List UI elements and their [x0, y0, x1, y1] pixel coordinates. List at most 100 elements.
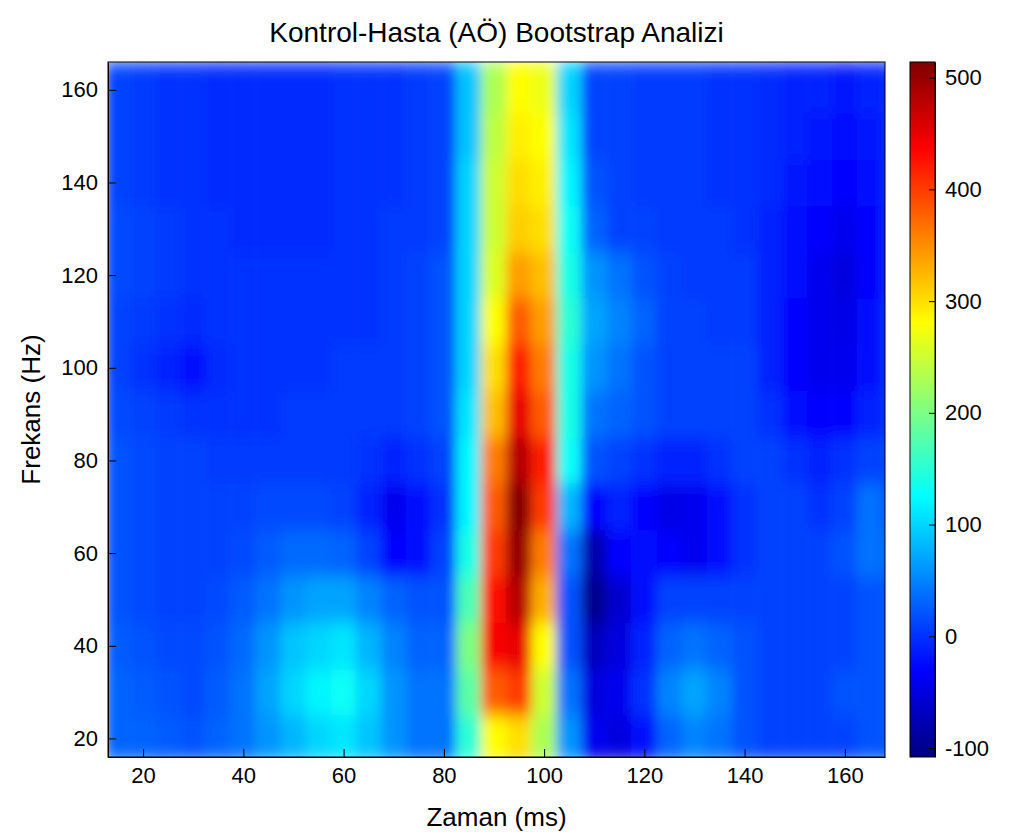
heatmap-cell [757, 345, 782, 391]
heatmap-cell [131, 484, 156, 530]
heatmap-cell [206, 530, 231, 576]
y-axis: 20406080100120140160 [61, 63, 116, 758]
heatmap-cell [181, 623, 206, 669]
heatmap-cell [657, 252, 682, 298]
heatmap-cell [108, 252, 131, 298]
heatmap-cell [857, 437, 882, 483]
heatmap-cell [431, 113, 456, 159]
heatmap-cell [206, 113, 231, 159]
heatmap-cell [331, 206, 356, 252]
heatmap-cell [306, 298, 331, 344]
heatmap-cell [807, 62, 832, 113]
heatmap-cell [707, 345, 732, 391]
tick-label: 80 [432, 763, 456, 788]
tick: 0 [929, 624, 957, 649]
heatmap-cell [557, 113, 582, 159]
heatmap-cell [707, 206, 732, 252]
heatmap-cell [306, 576, 331, 622]
heatmap-cell [481, 391, 506, 437]
heatmap-cell [707, 252, 732, 298]
tick-mark [929, 301, 935, 302]
heatmap-cell [757, 298, 782, 344]
heatmap-cell [782, 576, 807, 622]
tick-label: 100 [945, 512, 982, 537]
tick-label: 500 [945, 65, 982, 90]
heatmap-cell [732, 391, 757, 437]
tick-label: 140 [61, 170, 98, 195]
heatmap-cell [431, 437, 456, 483]
heatmap-cell [131, 298, 156, 344]
heatmap-cell [256, 206, 281, 252]
heatmap-cell [507, 345, 532, 391]
heatmap-cell [632, 391, 657, 437]
heatmap-cell [757, 391, 782, 437]
heatmap-cell [532, 484, 557, 530]
heatmap-cell [707, 530, 732, 576]
heatmap-cell [507, 62, 532, 113]
heatmap-cell [782, 62, 807, 113]
heatmap-cell [732, 623, 757, 669]
tick: 120 [61, 263, 116, 288]
heatmap-cell [406, 113, 431, 159]
heatmap-cell [507, 159, 532, 205]
heatmap-cell [857, 623, 882, 669]
heatmap-cell [782, 669, 807, 715]
heatmap-cell [732, 437, 757, 483]
heatmap-cell [281, 345, 306, 391]
tick-label: -100 [945, 736, 989, 761]
heatmap-cell [732, 484, 757, 530]
heatmap-cell [156, 345, 181, 391]
heatmap-cell [381, 252, 406, 298]
heatmap-cell [206, 345, 231, 391]
heatmap-cell [431, 530, 456, 576]
heatmap-cell [256, 159, 281, 205]
y-axis-title: Frekans (Hz) [16, 334, 46, 484]
heatmap-cell [356, 345, 381, 391]
tick-mark [929, 748, 935, 749]
heatmap-cell [557, 715, 582, 757]
heatmap-cell [231, 530, 256, 576]
heatmap-cell [456, 669, 481, 715]
heatmap-cell [532, 113, 557, 159]
heatmap-cell [231, 437, 256, 483]
heatmap-cell [156, 159, 181, 205]
heatmap-cell [857, 159, 882, 205]
heatmap-cell [456, 298, 481, 344]
heatmap-cell [807, 159, 832, 205]
heatmap-cell [256, 252, 281, 298]
heatmap-cell [156, 252, 181, 298]
tick-mark [929, 413, 935, 414]
heatmap-cell [832, 437, 857, 483]
heatmap-cell [632, 62, 657, 113]
heatmap-cell [832, 484, 857, 530]
heatmap-cell [131, 623, 156, 669]
heatmap-cell [431, 298, 456, 344]
tick-mark [929, 636, 935, 637]
tick: 100 [929, 512, 982, 537]
heatmap-cell [481, 252, 506, 298]
heatmap-cell [231, 484, 256, 530]
heatmap-cell [807, 113, 832, 159]
heatmap-cell [782, 252, 807, 298]
heatmap-cell [156, 391, 181, 437]
tick-mark [243, 749, 244, 757]
tick-label: 20 [131, 763, 155, 788]
heatmap-cell [356, 576, 381, 622]
heatmap-cell [406, 252, 431, 298]
heatmap-cell [532, 159, 557, 205]
tick-mark [745, 749, 746, 757]
heatmap-cell [108, 715, 131, 757]
heatmap-cell [532, 715, 557, 757]
tick-label: 160 [827, 763, 864, 788]
heatmap-cell [281, 298, 306, 344]
tick: 100 [526, 749, 563, 788]
heatmap-cell [632, 530, 657, 576]
tick-label: 140 [727, 763, 764, 788]
tick-mark [929, 189, 935, 190]
heatmap-cell [456, 623, 481, 669]
heatmap-cell [156, 530, 181, 576]
heatmap-cell [582, 715, 607, 757]
heatmap-cell [507, 113, 532, 159]
heatmap-cell [281, 576, 306, 622]
heatmap-cell [456, 345, 481, 391]
